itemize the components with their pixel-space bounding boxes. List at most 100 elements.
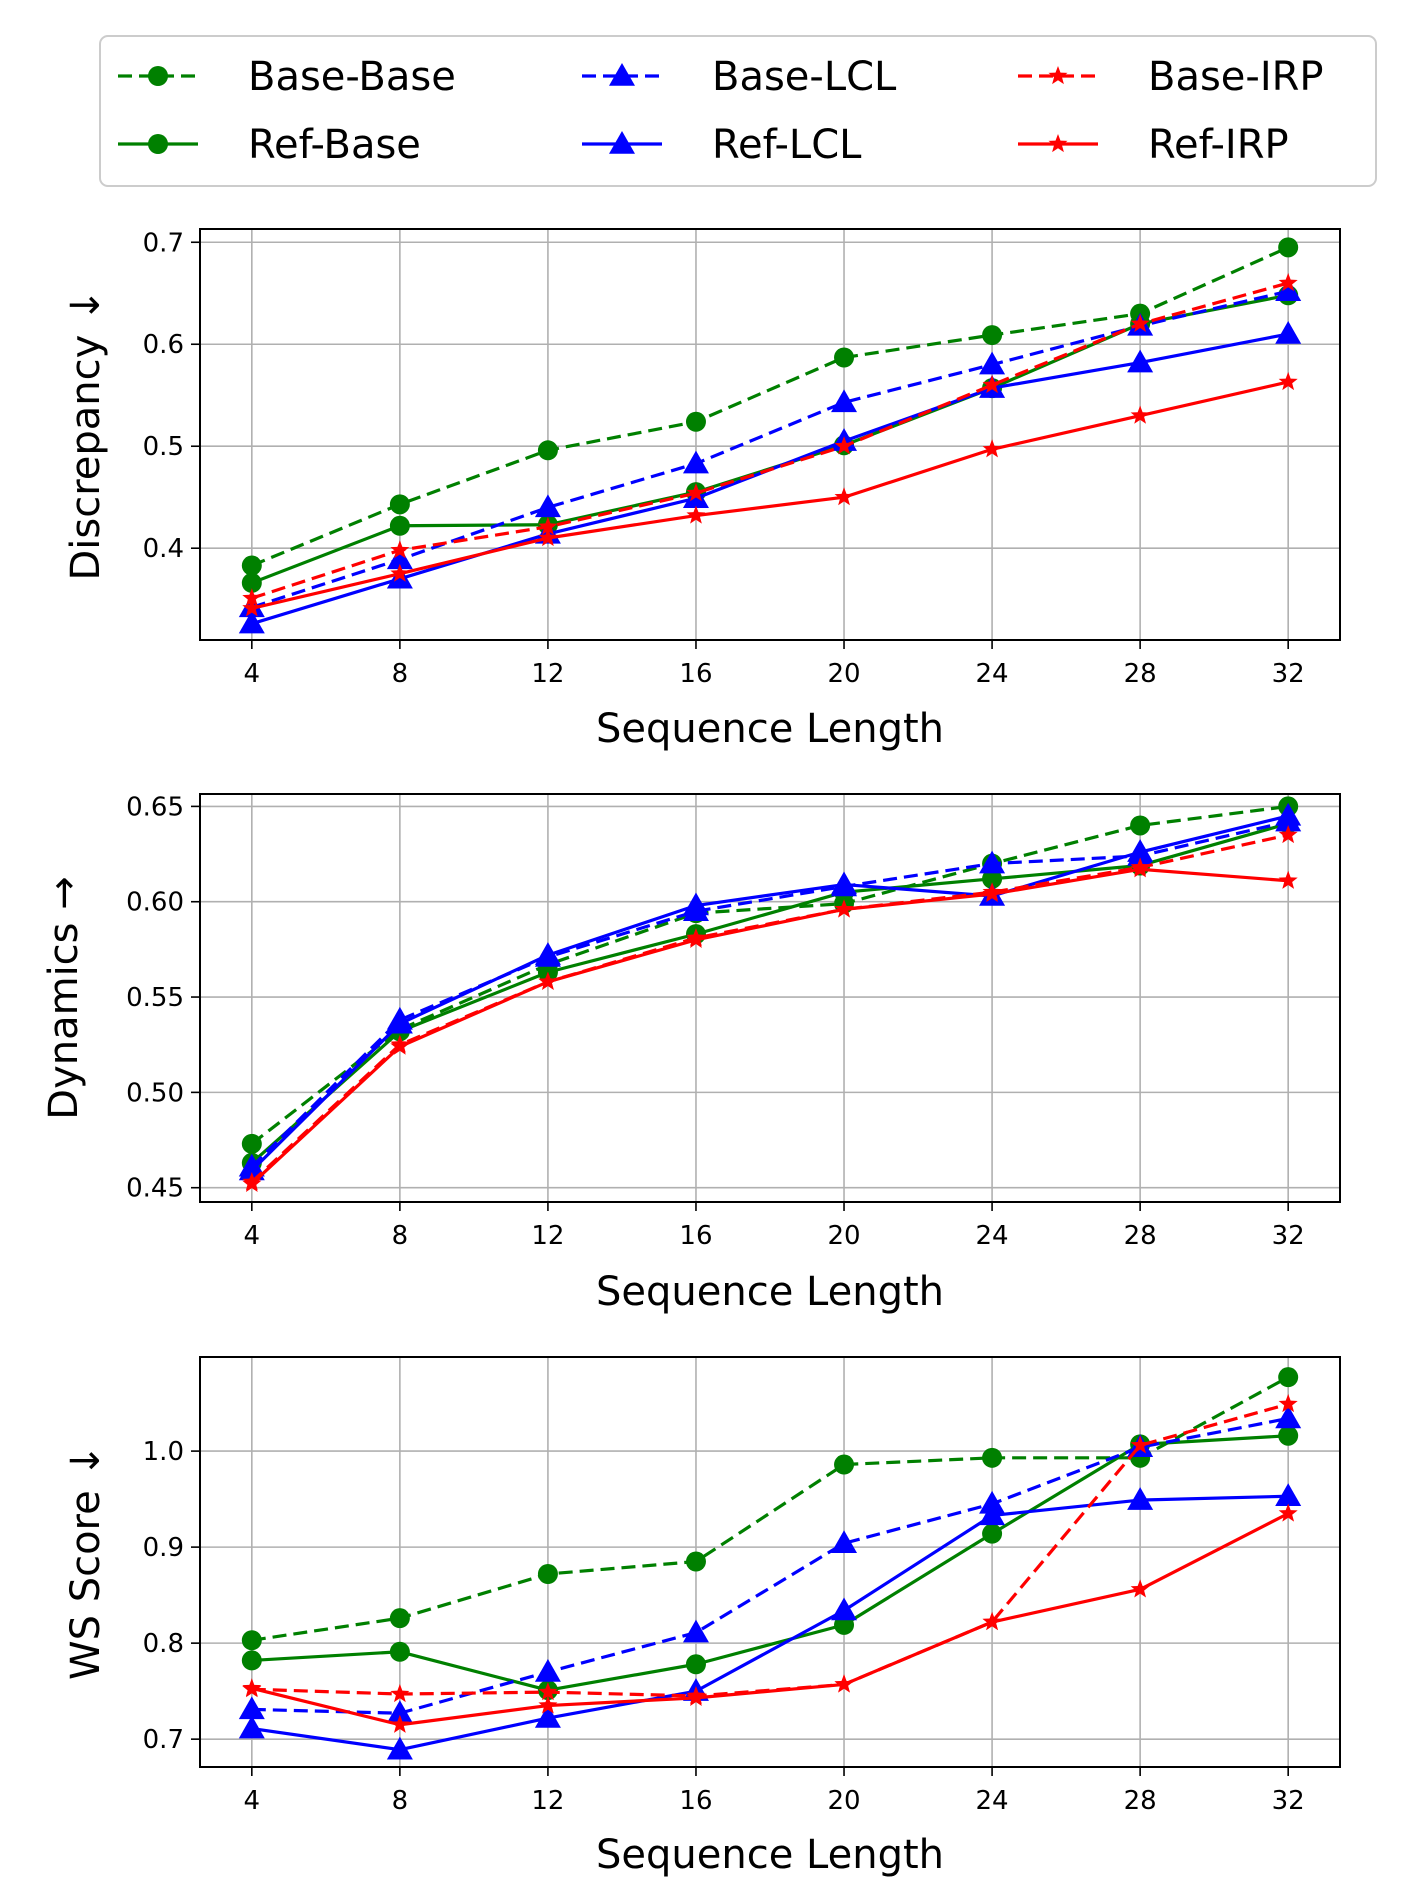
data-point-base-base xyxy=(982,1447,1003,1468)
data-point-base-base xyxy=(834,1454,855,1475)
x-tick-label: 8 xyxy=(392,1221,409,1251)
x-tick-label: 12 xyxy=(531,1786,564,1816)
legend-marker-circle xyxy=(148,134,168,154)
legend-label: Base-IRP xyxy=(1148,54,1324,100)
x-tick-label: 12 xyxy=(531,1221,564,1251)
series-line-ref-irp xyxy=(251,380,1289,610)
data-point-base-base xyxy=(537,440,558,461)
x-tick-label: 24 xyxy=(976,1221,1009,1251)
x-tick-label: 20 xyxy=(827,1221,860,1251)
y-tick-label: 0.45 xyxy=(126,1174,184,1204)
data-point-ref-lcl xyxy=(238,610,265,634)
data-point-ref-irp xyxy=(1130,859,1150,878)
data-point-ref-lcl xyxy=(831,1597,858,1621)
series-ref-irp xyxy=(242,1503,1298,1733)
data-point-base-base xyxy=(1130,815,1151,836)
data-point-base-irp xyxy=(1278,1394,1298,1413)
series-line-base-lcl xyxy=(250,820,1289,1168)
y-tick-label: 0.5 xyxy=(143,432,184,462)
data-point-base-lcl xyxy=(979,850,1006,874)
chart-panel-2: 4 8 12 16 20 24 28 32 0.45 0.50 0.55 0.60 0.65 Sequen… xyxy=(41,792,1341,1315)
x-axis-title: Sequence Length xyxy=(596,1832,944,1878)
x-tick-label: 4 xyxy=(244,1221,261,1251)
data-point-ref-base xyxy=(389,1641,410,1662)
legend-marker-triangle xyxy=(609,131,635,154)
data-point-ref-irp xyxy=(834,899,854,918)
y-tick-label: 0.7 xyxy=(143,1725,184,1755)
data-point-ref-lcl xyxy=(238,1715,265,1739)
y-tick-label: 0.65 xyxy=(126,792,184,822)
data-point-base-base xyxy=(241,1630,262,1651)
legend-marker-triangle xyxy=(609,63,635,86)
data-point-ref-base xyxy=(982,868,1003,889)
data-point-ref-base xyxy=(241,572,262,593)
legend-marker-star xyxy=(1048,66,1068,85)
data-point-base-irp xyxy=(982,375,1002,394)
data-point-ref-irp xyxy=(538,1695,558,1714)
data-point-base-base xyxy=(834,347,855,368)
x-tick-label: 4 xyxy=(244,1786,261,1816)
x-tick-label: 8 xyxy=(392,659,409,689)
data-point-ref-irp xyxy=(686,505,706,524)
x-tick-label: 24 xyxy=(976,1786,1009,1816)
data-point-ref-lcl xyxy=(386,1736,413,1760)
y-axis-title: WS Score ↓ xyxy=(63,1444,109,1680)
data-point-ref-irp xyxy=(1278,870,1298,889)
series-line-base-irp xyxy=(251,1402,1289,1698)
data-point-base-lcl xyxy=(534,494,561,518)
data-point-ref-irp xyxy=(390,1714,410,1733)
data-point-ref-irp xyxy=(982,439,1002,458)
series-line-base-lcl xyxy=(251,1416,1289,1715)
panels: 4 8 12 16 20 24 28 32 0.4 0.5 0.6 0.7 Sequence Lengt… xyxy=(41,228,1341,1878)
chart-panel-1: 4 8 12 16 20 24 28 32 0.4 0.5 0.6 0.7 Sequence Lengt… xyxy=(63,228,1341,752)
chart-panel-3: 4 8 12 16 20 24 28 32 0.7 0.8 0.9 1.0 Sequence Lengt… xyxy=(63,1356,1341,1878)
data-point-base-lcl xyxy=(682,450,709,474)
series-line-base-base xyxy=(250,804,1289,1146)
legend-entry-base-lcl: Base-LCL xyxy=(582,54,897,100)
legend-label: Base-LCL xyxy=(712,54,897,100)
x-tick-label: 12 xyxy=(531,659,564,689)
data-point-ref-lcl xyxy=(1127,349,1154,373)
x-tick-label: 8 xyxy=(392,1786,409,1816)
data-point-base-lcl xyxy=(386,1700,413,1723)
y-tick-label: 1.0 xyxy=(143,1437,184,1467)
data-point-ref-base xyxy=(685,1654,706,1675)
data-point-base-lcl xyxy=(1275,278,1302,301)
data-point-ref-irp xyxy=(686,1687,706,1706)
data-point-ref-irp xyxy=(242,598,262,617)
data-point-base-irp xyxy=(834,436,854,455)
data-point-base-irp xyxy=(390,1684,410,1703)
data-point-ref-irp xyxy=(242,1678,262,1697)
x-tick-label: 32 xyxy=(1272,659,1305,689)
data-point-ref-irp xyxy=(390,563,410,582)
x-tick-label: 16 xyxy=(679,659,712,689)
data-point-ref-irp xyxy=(538,528,558,547)
data-point-ref-lcl xyxy=(534,1705,561,1728)
x-tick-label: 4 xyxy=(244,659,261,689)
x-axis-title: Sequence Length xyxy=(596,1269,944,1315)
data-point-ref-irp xyxy=(538,971,558,990)
data-point-ref-irp xyxy=(390,1036,410,1055)
x-tick-label: 32 xyxy=(1272,1786,1305,1816)
series-ref-lcl xyxy=(238,1483,1302,1760)
legend-marker-circle xyxy=(148,66,168,86)
x-tick-label: 28 xyxy=(1124,659,1157,689)
x-tick-label: 16 xyxy=(679,1786,712,1816)
data-point-ref-irp xyxy=(834,487,854,506)
data-point-ref-irp xyxy=(982,884,1002,903)
series-base-base xyxy=(241,1367,1299,1651)
series-line-ref-lcl xyxy=(251,1494,1289,1752)
data-point-ref-lcl xyxy=(682,892,709,916)
series-base-irp xyxy=(242,273,1298,607)
y-tick-label: 0.8 xyxy=(143,1629,184,1659)
x-tick-label: 20 xyxy=(827,1786,860,1816)
data-point-ref-lcl xyxy=(386,1010,413,1034)
data-point-base-base xyxy=(389,1608,410,1629)
y-tick-label: 0.9 xyxy=(143,1533,184,1563)
series-line-ref-base xyxy=(250,822,1289,1165)
data-point-base-base xyxy=(685,1551,706,1572)
data-point-ref-irp xyxy=(1278,1503,1298,1522)
data-point-ref-irp xyxy=(1278,371,1298,391)
legend-entry-ref-lcl: Ref-LCL xyxy=(582,122,862,168)
